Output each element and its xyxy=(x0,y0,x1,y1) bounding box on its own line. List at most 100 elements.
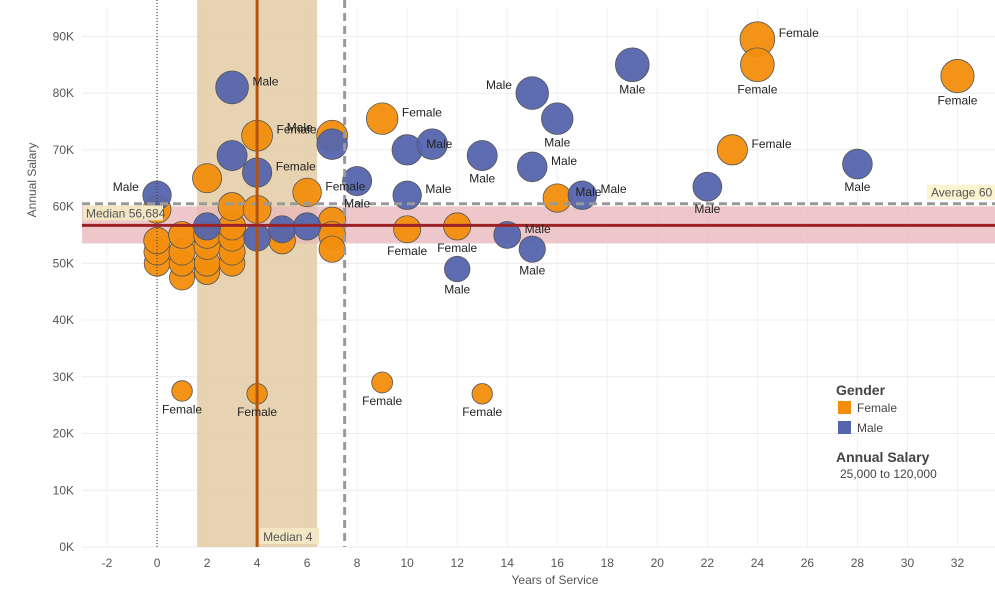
data-point-male xyxy=(316,128,348,160)
y-tick-label: 70K xyxy=(53,143,74,157)
point-label: Male xyxy=(469,172,495,186)
point-label: Male xyxy=(551,154,577,168)
x-tick-label: 28 xyxy=(851,556,865,570)
legend-swatch-male xyxy=(838,421,851,434)
data-point-female xyxy=(292,177,322,208)
data-point-male xyxy=(515,76,549,110)
data-point-male xyxy=(216,140,248,171)
data-point-female xyxy=(192,163,223,194)
data-point-female xyxy=(371,371,394,394)
point-label: Female xyxy=(779,26,819,40)
y-tick-label: 20K xyxy=(53,427,74,441)
data-point-female xyxy=(217,192,247,221)
point-label: Female xyxy=(462,405,502,419)
point-label: Male xyxy=(694,202,720,216)
point-label: Male xyxy=(575,185,601,199)
data-point-male xyxy=(342,166,373,196)
data-point-female xyxy=(393,215,422,244)
axis-ticks: -2 0 2 4 6 8 10 12 14 16 18 20 22 24 26 28 30 320K10K20K3… xyxy=(53,29,965,570)
data-point-male xyxy=(416,128,448,160)
y-tick-label: 90K xyxy=(53,29,74,43)
point-label: Female xyxy=(751,137,791,151)
y-tick-label: 40K xyxy=(53,313,74,327)
data-points xyxy=(142,21,975,405)
data-point-male xyxy=(615,47,650,82)
point-label: Female xyxy=(387,244,427,258)
data-point-male xyxy=(493,221,522,249)
x-tick-label: 22 xyxy=(701,556,715,570)
point-label: Male xyxy=(525,222,551,236)
data-point-male xyxy=(541,102,574,135)
y-average-label: Average 60 xyxy=(931,186,992,200)
data-point-female xyxy=(740,47,775,82)
point-label: Female xyxy=(737,83,777,97)
x-tick-label: 20 xyxy=(651,556,665,570)
x-tick-label: 12 xyxy=(451,556,465,570)
y-tick-label: 80K xyxy=(53,86,74,100)
x-tick-label: 32 xyxy=(951,556,965,570)
point-label: Male xyxy=(844,180,870,194)
point-label: Male xyxy=(601,182,627,196)
x-median-label: Median 4 xyxy=(263,530,313,544)
x-tick-label: 10 xyxy=(400,556,414,570)
data-point-male xyxy=(215,70,249,105)
x-tick-label: 30 xyxy=(901,556,915,570)
point-label: Female xyxy=(277,123,317,137)
point-label: Female xyxy=(276,160,316,174)
point-label: Male xyxy=(425,182,451,196)
point-label: Female xyxy=(237,405,277,419)
x-tick-label: 8 xyxy=(354,556,361,570)
legend-label-female: Female xyxy=(857,401,897,415)
data-point-female xyxy=(318,235,346,263)
point-label: Male xyxy=(444,283,470,297)
y-median-label-bg xyxy=(83,205,163,221)
x-tick-label: 6 xyxy=(304,556,311,570)
point-label: Male xyxy=(287,121,313,135)
x-median-label-bg xyxy=(259,528,320,544)
x-tick-label: 4 xyxy=(254,556,261,570)
y-median-label: Median 56,684 xyxy=(86,206,166,220)
data-point-female xyxy=(542,183,572,213)
point-label: Female xyxy=(362,394,402,408)
legend-title: Gender xyxy=(836,382,886,398)
data-point-male xyxy=(444,255,471,283)
data-point-female xyxy=(171,380,193,402)
point-labels: FemaleFemaleFemaleFemaleMaleFemaleFemale… xyxy=(113,26,978,419)
y-tick-label: 60K xyxy=(53,200,74,214)
point-label: Male xyxy=(519,263,545,277)
x-tick-label: -2 xyxy=(102,556,113,570)
data-point-female xyxy=(365,102,399,135)
data-point-female xyxy=(716,134,748,166)
y-average-label-bg xyxy=(927,184,995,200)
legend: Gender Female Male Annual Salary 25,000 … xyxy=(836,382,937,481)
y-tick-label: 30K xyxy=(53,370,74,384)
data-point-male xyxy=(466,140,498,171)
x-tick-label: 26 xyxy=(801,556,815,570)
point-label: Female xyxy=(937,94,977,108)
point-label: Male xyxy=(113,180,139,194)
y-tick-label: 50K xyxy=(53,256,74,270)
x-tick-label: 18 xyxy=(601,556,615,570)
point-label: Female xyxy=(325,179,365,193)
x-axis-title: Years of Service xyxy=(512,573,599,587)
point-label: Male xyxy=(252,74,278,88)
x-tick-label: 0 xyxy=(154,556,161,570)
point-label: Male xyxy=(544,135,570,149)
data-point-male xyxy=(692,171,723,202)
legend-swatch-female xyxy=(838,401,851,414)
size-legend-title: Annual Salary xyxy=(836,449,930,465)
point-label: Male xyxy=(426,137,452,151)
data-point-female xyxy=(471,383,493,405)
reference-lines: Median 56,684 Average 60 Median 4 xyxy=(82,0,995,547)
y-axis-title: Annual Salary xyxy=(25,143,39,218)
data-point-male xyxy=(517,151,548,183)
data-point-male xyxy=(268,215,297,244)
x-tick-label: 24 xyxy=(751,556,765,570)
legend-label-male: Male xyxy=(857,421,883,435)
x-tick-label: 2 xyxy=(204,556,211,570)
y-tick-label: 0K xyxy=(59,540,74,554)
size-legend-range: 25,000 to 120,000 xyxy=(840,467,937,481)
point-label: Female xyxy=(402,106,442,120)
x-tick-label: 14 xyxy=(501,556,515,570)
